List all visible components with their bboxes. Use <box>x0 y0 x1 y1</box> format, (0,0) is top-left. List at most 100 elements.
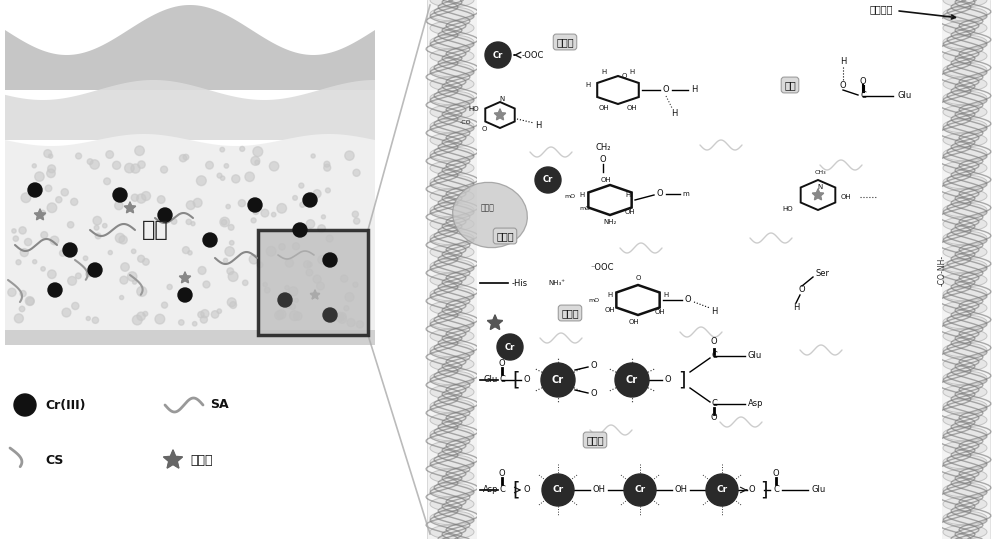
Ellipse shape <box>943 35 987 49</box>
Circle shape <box>325 188 330 193</box>
Text: Glu: Glu <box>748 351 762 361</box>
Ellipse shape <box>430 385 474 399</box>
Text: OH: OH <box>841 194 851 200</box>
Text: mO: mO <box>564 195 576 199</box>
Circle shape <box>220 176 225 181</box>
Circle shape <box>186 201 195 210</box>
Ellipse shape <box>943 385 987 399</box>
Circle shape <box>198 266 206 274</box>
Circle shape <box>40 210 46 216</box>
Text: HO: HO <box>783 206 793 212</box>
Circle shape <box>161 166 168 173</box>
Circle shape <box>347 319 355 327</box>
Text: O: O <box>524 486 530 494</box>
Circle shape <box>21 193 31 203</box>
Ellipse shape <box>943 21 987 35</box>
Text: Cr: Cr <box>626 375 638 385</box>
Circle shape <box>345 293 354 301</box>
Circle shape <box>200 316 207 323</box>
Text: Glu: Glu <box>483 376 497 384</box>
Circle shape <box>303 193 317 207</box>
Text: O: O <box>773 469 779 479</box>
Polygon shape <box>124 202 136 213</box>
Text: OH: OH <box>625 209 635 215</box>
Circle shape <box>313 190 321 198</box>
Text: Cr: Cr <box>505 342 515 351</box>
Circle shape <box>305 197 312 203</box>
Circle shape <box>293 196 297 201</box>
Text: O: O <box>621 73 627 79</box>
Text: OH: OH <box>599 105 609 111</box>
Text: Cr: Cr <box>543 176 553 184</box>
Circle shape <box>92 317 99 323</box>
Ellipse shape <box>943 483 987 497</box>
Circle shape <box>344 306 349 311</box>
Text: H: H <box>601 69 607 75</box>
Circle shape <box>83 256 88 260</box>
Ellipse shape <box>943 189 987 203</box>
Text: OH: OH <box>605 307 615 313</box>
Circle shape <box>192 322 197 326</box>
Circle shape <box>95 233 101 239</box>
Circle shape <box>245 172 254 182</box>
Ellipse shape <box>943 259 987 273</box>
Text: Cr(III): Cr(III) <box>45 398 86 411</box>
Circle shape <box>305 202 310 206</box>
Ellipse shape <box>430 259 474 273</box>
Circle shape <box>86 316 90 321</box>
Text: 氢键: 氢键 <box>784 80 796 90</box>
Text: C: C <box>711 399 717 409</box>
Circle shape <box>220 147 225 152</box>
Circle shape <box>188 251 192 255</box>
Circle shape <box>41 267 45 271</box>
Circle shape <box>191 222 195 226</box>
Text: O: O <box>840 81 846 91</box>
Ellipse shape <box>430 175 474 189</box>
Circle shape <box>131 194 138 202</box>
Text: CH₂: CH₂ <box>595 143 611 153</box>
Circle shape <box>251 218 256 223</box>
Circle shape <box>60 250 66 257</box>
Circle shape <box>251 156 260 165</box>
Text: Cr: Cr <box>552 486 564 494</box>
Circle shape <box>71 198 78 205</box>
Circle shape <box>19 306 25 312</box>
Text: 疏水键: 疏水键 <box>496 231 514 241</box>
Circle shape <box>119 236 127 244</box>
Circle shape <box>142 191 151 201</box>
Circle shape <box>232 175 240 183</box>
Circle shape <box>322 257 328 263</box>
Ellipse shape <box>430 231 474 245</box>
Text: H: H <box>691 86 697 94</box>
Circle shape <box>35 172 44 181</box>
Circle shape <box>279 244 285 250</box>
Circle shape <box>278 293 292 307</box>
Bar <box>427 0 477 539</box>
Text: ⁻OOC: ⁻OOC <box>590 262 614 272</box>
Circle shape <box>161 302 168 308</box>
Circle shape <box>68 277 77 285</box>
Ellipse shape <box>943 329 987 343</box>
Bar <box>258 230 368 335</box>
Circle shape <box>87 159 93 164</box>
Circle shape <box>44 150 52 157</box>
Circle shape <box>323 308 337 322</box>
Circle shape <box>125 163 134 173</box>
Text: O: O <box>499 360 505 369</box>
Circle shape <box>294 298 298 302</box>
Ellipse shape <box>430 161 474 175</box>
Text: ]: ] <box>678 370 686 390</box>
Text: 戊二醒: 戊二醒 <box>190 453 212 466</box>
Circle shape <box>115 233 125 243</box>
Circle shape <box>121 263 129 271</box>
Circle shape <box>238 199 245 207</box>
Circle shape <box>224 164 229 168</box>
Ellipse shape <box>430 217 474 231</box>
Text: H: H <box>535 121 541 129</box>
Ellipse shape <box>430 273 474 287</box>
Text: N: N <box>499 96 505 102</box>
Polygon shape <box>812 189 824 200</box>
Ellipse shape <box>430 77 474 91</box>
Circle shape <box>313 275 321 283</box>
Text: Cr: Cr <box>493 51 503 59</box>
